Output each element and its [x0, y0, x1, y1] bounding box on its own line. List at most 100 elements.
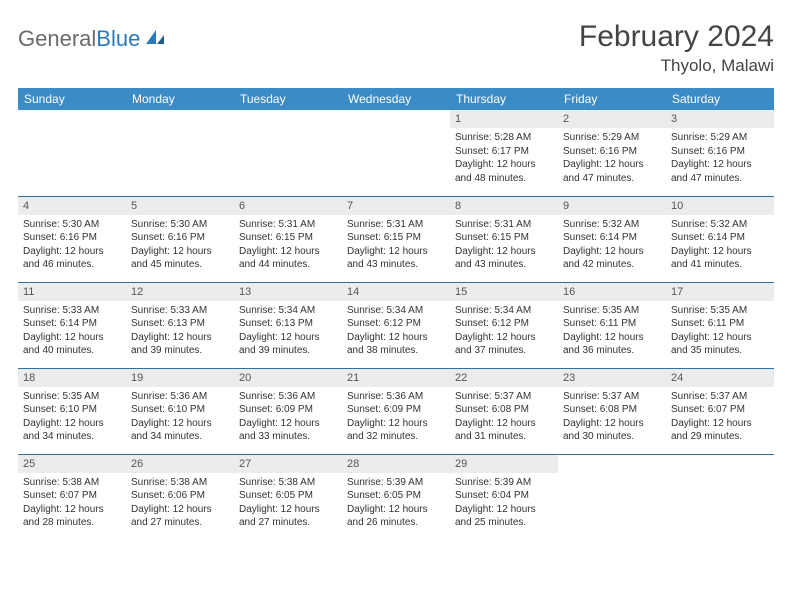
- day-number: 18: [18, 369, 126, 387]
- day-info: Sunrise: 5:34 AMSunset: 6:13 PMDaylight:…: [234, 301, 342, 363]
- day-header: Monday: [126, 88, 234, 110]
- calendar-cell: 29Sunrise: 5:39 AMSunset: 6:04 PMDayligh…: [450, 454, 558, 540]
- day-number: 19: [126, 369, 234, 387]
- day-number: 16: [558, 283, 666, 301]
- calendar-cell: 12Sunrise: 5:33 AMSunset: 6:13 PMDayligh…: [126, 282, 234, 368]
- calendar-cell: 17Sunrise: 5:35 AMSunset: 6:11 PMDayligh…: [666, 282, 774, 368]
- day-number: 22: [450, 369, 558, 387]
- calendar-cell: [342, 110, 450, 196]
- calendar-row: 18Sunrise: 5:35 AMSunset: 6:10 PMDayligh…: [18, 368, 774, 454]
- calendar-cell: [666, 454, 774, 540]
- calendar-cell: 6Sunrise: 5:31 AMSunset: 6:15 PMDaylight…: [234, 196, 342, 282]
- day-info: Sunrise: 5:36 AMSunset: 6:09 PMDaylight:…: [342, 387, 450, 449]
- calendar-cell: 8Sunrise: 5:31 AMSunset: 6:15 PMDaylight…: [450, 196, 558, 282]
- day-info: Sunrise: 5:31 AMSunset: 6:15 PMDaylight:…: [342, 215, 450, 277]
- day-header: Sunday: [18, 88, 126, 110]
- day-number: 28: [342, 455, 450, 473]
- day-info: Sunrise: 5:35 AMSunset: 6:11 PMDaylight:…: [558, 301, 666, 363]
- calendar-row: 25Sunrise: 5:38 AMSunset: 6:07 PMDayligh…: [18, 454, 774, 540]
- day-info: Sunrise: 5:34 AMSunset: 6:12 PMDaylight:…: [342, 301, 450, 363]
- day-number: 13: [234, 283, 342, 301]
- calendar-cell: 26Sunrise: 5:38 AMSunset: 6:06 PMDayligh…: [126, 454, 234, 540]
- calendar-head: SundayMondayTuesdayWednesdayThursdayFrid…: [18, 88, 774, 110]
- calendar-cell: 27Sunrise: 5:38 AMSunset: 6:05 PMDayligh…: [234, 454, 342, 540]
- day-info: Sunrise: 5:36 AMSunset: 6:09 PMDaylight:…: [234, 387, 342, 449]
- day-header: Saturday: [666, 88, 774, 110]
- day-header: Friday: [558, 88, 666, 110]
- day-number: 9: [558, 197, 666, 215]
- day-info: Sunrise: 5:37 AMSunset: 6:08 PMDaylight:…: [558, 387, 666, 449]
- calendar-cell: 28Sunrise: 5:39 AMSunset: 6:05 PMDayligh…: [342, 454, 450, 540]
- day-info: Sunrise: 5:33 AMSunset: 6:14 PMDaylight:…: [18, 301, 126, 363]
- day-info: Sunrise: 5:38 AMSunset: 6:07 PMDaylight:…: [18, 473, 126, 535]
- calendar-cell: 23Sunrise: 5:37 AMSunset: 6:08 PMDayligh…: [558, 368, 666, 454]
- sail-icon: [144, 28, 166, 51]
- calendar-cell: 24Sunrise: 5:37 AMSunset: 6:07 PMDayligh…: [666, 368, 774, 454]
- day-info: Sunrise: 5:39 AMSunset: 6:04 PMDaylight:…: [450, 473, 558, 535]
- day-number: 12: [126, 283, 234, 301]
- day-number: 20: [234, 369, 342, 387]
- calendar-cell: [558, 454, 666, 540]
- day-number: 27: [234, 455, 342, 473]
- day-info: Sunrise: 5:37 AMSunset: 6:08 PMDaylight:…: [450, 387, 558, 449]
- calendar-cell: 16Sunrise: 5:35 AMSunset: 6:11 PMDayligh…: [558, 282, 666, 368]
- calendar-cell: 21Sunrise: 5:36 AMSunset: 6:09 PMDayligh…: [342, 368, 450, 454]
- day-header: Thursday: [450, 88, 558, 110]
- calendar-cell: 11Sunrise: 5:33 AMSunset: 6:14 PMDayligh…: [18, 282, 126, 368]
- day-info: Sunrise: 5:33 AMSunset: 6:13 PMDaylight:…: [126, 301, 234, 363]
- day-info: Sunrise: 5:30 AMSunset: 6:16 PMDaylight:…: [126, 215, 234, 277]
- calendar-cell: 7Sunrise: 5:31 AMSunset: 6:15 PMDaylight…: [342, 196, 450, 282]
- day-info: Sunrise: 5:35 AMSunset: 6:10 PMDaylight:…: [18, 387, 126, 449]
- day-info: Sunrise: 5:35 AMSunset: 6:11 PMDaylight:…: [666, 301, 774, 363]
- day-info: Sunrise: 5:32 AMSunset: 6:14 PMDaylight:…: [666, 215, 774, 277]
- day-number: 11: [18, 283, 126, 301]
- logo-part2: Blue: [96, 26, 140, 51]
- calendar-cell: 20Sunrise: 5:36 AMSunset: 6:09 PMDayligh…: [234, 368, 342, 454]
- month-title: February 2024: [579, 20, 774, 54]
- day-info: Sunrise: 5:37 AMSunset: 6:07 PMDaylight:…: [666, 387, 774, 449]
- day-info: Sunrise: 5:36 AMSunset: 6:10 PMDaylight:…: [126, 387, 234, 449]
- day-info: Sunrise: 5:29 AMSunset: 6:16 PMDaylight:…: [558, 128, 666, 190]
- title-block: February 2024 Thyolo, Malawi: [579, 20, 774, 76]
- calendar-row: 1Sunrise: 5:28 AMSunset: 6:17 PMDaylight…: [18, 110, 774, 196]
- day-number: 23: [558, 369, 666, 387]
- logo-part1: General: [18, 26, 96, 51]
- day-info: Sunrise: 5:31 AMSunset: 6:15 PMDaylight:…: [234, 215, 342, 277]
- calendar-cell: 15Sunrise: 5:34 AMSunset: 6:12 PMDayligh…: [450, 282, 558, 368]
- day-info: Sunrise: 5:38 AMSunset: 6:05 PMDaylight:…: [234, 473, 342, 535]
- day-header: Tuesday: [234, 88, 342, 110]
- day-number: 4: [18, 197, 126, 215]
- day-number: 14: [342, 283, 450, 301]
- day-number: 5: [126, 197, 234, 215]
- calendar-cell: 4Sunrise: 5:30 AMSunset: 6:16 PMDaylight…: [18, 196, 126, 282]
- day-number: 6: [234, 197, 342, 215]
- calendar-row: 11Sunrise: 5:33 AMSunset: 6:14 PMDayligh…: [18, 282, 774, 368]
- day-number: 2: [558, 110, 666, 128]
- calendar-cell: [126, 110, 234, 196]
- day-header: Wednesday: [342, 88, 450, 110]
- day-info: Sunrise: 5:32 AMSunset: 6:14 PMDaylight:…: [558, 215, 666, 277]
- day-number: 1: [450, 110, 558, 128]
- calendar-cell: 22Sunrise: 5:37 AMSunset: 6:08 PMDayligh…: [450, 368, 558, 454]
- day-number: 25: [18, 455, 126, 473]
- calendar-cell: 14Sunrise: 5:34 AMSunset: 6:12 PMDayligh…: [342, 282, 450, 368]
- calendar-cell: 5Sunrise: 5:30 AMSunset: 6:16 PMDaylight…: [126, 196, 234, 282]
- calendar-cell: 1Sunrise: 5:28 AMSunset: 6:17 PMDaylight…: [450, 110, 558, 196]
- day-number: 17: [666, 283, 774, 301]
- day-number: 29: [450, 455, 558, 473]
- day-number: 26: [126, 455, 234, 473]
- day-number: 10: [666, 197, 774, 215]
- calendar-cell: 10Sunrise: 5:32 AMSunset: 6:14 PMDayligh…: [666, 196, 774, 282]
- day-info: Sunrise: 5:30 AMSunset: 6:16 PMDaylight:…: [18, 215, 126, 277]
- day-info: Sunrise: 5:28 AMSunset: 6:17 PMDaylight:…: [450, 128, 558, 190]
- calendar-table: SundayMondayTuesdayWednesdayThursdayFrid…: [18, 88, 774, 540]
- day-info: Sunrise: 5:31 AMSunset: 6:15 PMDaylight:…: [450, 215, 558, 277]
- calendar-cell: 9Sunrise: 5:32 AMSunset: 6:14 PMDaylight…: [558, 196, 666, 282]
- day-number: 21: [342, 369, 450, 387]
- logo: GeneralBlue: [18, 20, 166, 52]
- day-info: Sunrise: 5:34 AMSunset: 6:12 PMDaylight:…: [450, 301, 558, 363]
- day-number: 8: [450, 197, 558, 215]
- calendar-cell: [234, 110, 342, 196]
- day-number: 7: [342, 197, 450, 215]
- calendar-cell: 18Sunrise: 5:35 AMSunset: 6:10 PMDayligh…: [18, 368, 126, 454]
